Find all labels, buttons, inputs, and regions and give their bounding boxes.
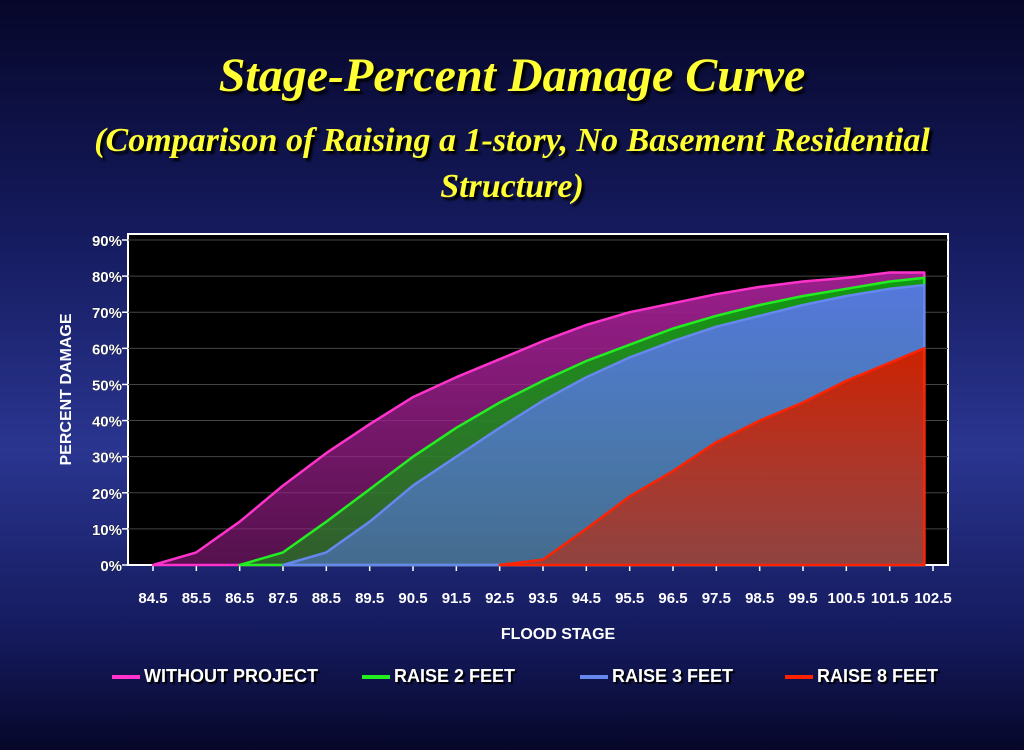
y-tick-label: 80%: [92, 269, 122, 286]
legend-swatch: [362, 674, 390, 679]
legend-swatch: [580, 674, 608, 679]
legend-swatch: [785, 674, 813, 679]
y-tick-label: 20%: [92, 486, 122, 503]
y-tick-label: 50%: [92, 377, 122, 394]
legend-item-raise-3-feet: RAISE 3 FEET: [580, 666, 733, 687]
x-tick-label: 99.5: [788, 590, 817, 607]
legend-item-without-project: WITHOUT PROJECT: [112, 666, 318, 687]
y-tick-label: 30%: [92, 450, 122, 467]
x-axis-label: FLOOD STAGE: [501, 626, 616, 643]
x-tick-label: 94.5: [572, 590, 601, 607]
x-tick-label: 97.5: [702, 590, 731, 607]
y-tick-label: 90%: [92, 233, 122, 250]
x-tick-label: 84.5: [138, 590, 167, 607]
chart-subtitle: (Comparison of Raising a 1-story, No Bas…: [94, 122, 930, 205]
y-tick-label: 0%: [100, 558, 122, 575]
legend-label: RAISE 8 FEET: [817, 666, 939, 686]
x-tick-label: 89.5: [355, 590, 384, 607]
x-tick-label: 92.5: [485, 590, 514, 607]
x-tick-label: 101.5: [871, 590, 909, 607]
legend-swatch: [112, 674, 140, 679]
x-tick-label: 90.5: [398, 590, 427, 607]
legend-item-raise-8-feet: RAISE 8 FEET: [785, 666, 938, 687]
legend-label: WITHOUT PROJECT: [144, 666, 318, 686]
y-tick-label: 10%: [92, 522, 122, 539]
x-tick-label: 98.5: [745, 590, 774, 607]
x-tick-label: 95.5: [615, 590, 644, 607]
y-tick-label: 40%: [92, 414, 122, 431]
series-area-raise-8-feet: [498, 347, 926, 567]
x-tick-label: 85.5: [182, 590, 211, 607]
legend-label: RAISE 3 FEET: [612, 666, 734, 686]
chart-legend: WITHOUT PROJECT RAISE 2 FEET RAISE 3 FEET R…: [0, 666, 1024, 692]
x-tick-label: 96.5: [658, 590, 687, 607]
x-tick-label: 100.5: [828, 590, 866, 607]
x-tick-label: 93.5: [528, 590, 557, 607]
x-tick-label: 87.5: [268, 590, 297, 607]
y-tick-label: 70%: [92, 305, 122, 322]
x-tick-label: 91.5: [442, 590, 471, 607]
y-axis-label: PERCENT DAMAGE: [58, 313, 75, 465]
legend-label: RAISE 2 FEET: [394, 666, 516, 686]
x-tick-label: 88.5: [312, 590, 341, 607]
chart-title: Stage-Percent Damage Curve: [218, 49, 806, 102]
legend-item-raise-2-feet: RAISE 2 FEET: [362, 666, 515, 687]
x-tick-label: 86.5: [225, 590, 254, 607]
y-tick-label: 60%: [92, 341, 122, 358]
x-tick-label: 102.5: [914, 590, 952, 607]
